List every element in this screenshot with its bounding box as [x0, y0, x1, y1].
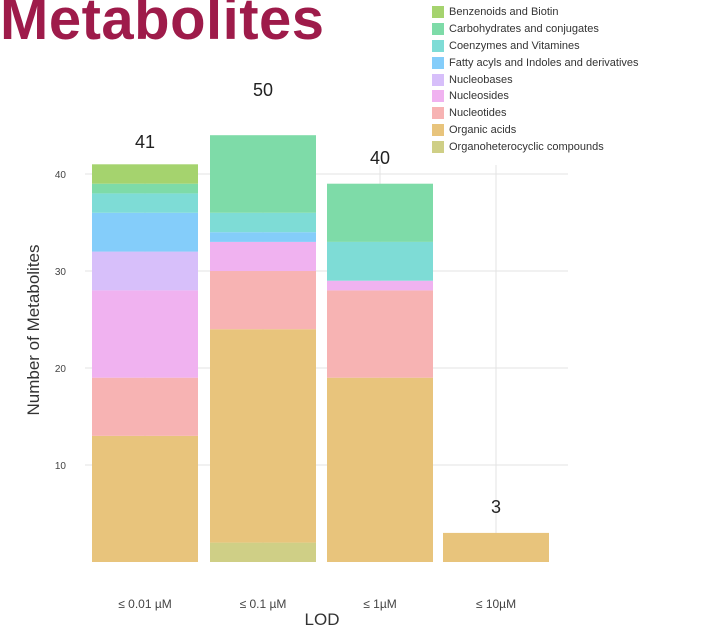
- legend-swatch: [432, 73, 444, 86]
- bar-segment: [92, 290, 198, 378]
- legend-item: Fatty acyls and Indoles and derivatives: [432, 54, 639, 71]
- x-tick-label: ≤ 0.1 µM: [240, 597, 287, 611]
- y-tick-label: 20: [55, 364, 67, 375]
- bar-segment: [443, 532, 549, 562]
- x-tick-label: ≤ 1µM: [363, 597, 397, 611]
- x-tick-label: ≤ 10µM: [476, 597, 516, 611]
- legend-label: Coenzymes and Vitamines: [449, 39, 580, 52]
- bar-total-labels: 41 50 40 3: [135, 80, 501, 517]
- bar-segment: [327, 280, 433, 291]
- legend-swatch: [432, 23, 444, 36]
- legend-item: Organoheterocyclic compounds: [432, 138, 639, 155]
- bar-segment: [210, 329, 316, 543]
- legend-swatch: [432, 123, 444, 136]
- legend-item: Coenzymes and Vitamines: [432, 38, 639, 55]
- bar-segment: [327, 290, 433, 378]
- x-axis-title: LOD: [304, 610, 340, 629]
- legend-swatch: [432, 107, 444, 120]
- legend-item: Carbohydrates and conjugates: [432, 21, 639, 38]
- bar-segment: [210, 212, 316, 233]
- legend-item: Nucleosides: [432, 88, 639, 105]
- bar-segment: [210, 271, 316, 330]
- legend-label: Fatty acyls and Indoles and derivatives: [449, 56, 639, 69]
- bar-segment: [92, 435, 198, 562]
- bar-total-label: 3: [491, 497, 501, 517]
- x-tick-label: ≤ 0.01 µM: [118, 597, 172, 611]
- page-title: Metabolites: [0, 0, 325, 52]
- axis-ticks: 10 20 30 40 ≤ 0.01 µM ≤ 0.1 µM ≤ 1µM ≤ 10µM: [55, 170, 516, 611]
- legend-item: Benzenoids and Biotin: [432, 4, 639, 21]
- bar-segment: [92, 164, 198, 184]
- bar-segment: [92, 251, 198, 291]
- legend-item: Nucleobases: [432, 71, 639, 88]
- bar-total-label: 50: [253, 80, 273, 100]
- legend-label: Organic acids: [449, 123, 517, 136]
- bars: [92, 135, 549, 562]
- bar-segment: [92, 212, 198, 252]
- legend-label: Organoheterocyclic compounds: [449, 140, 604, 153]
- legend-label: Benzenoids and Biotin: [449, 6, 559, 19]
- bar-segment: [92, 183, 198, 194]
- bar-segment: [92, 193, 198, 213]
- bar-segment: [210, 542, 316, 562]
- legend-item: Organic acids: [432, 122, 639, 139]
- bar-segment: [210, 135, 316, 213]
- legend-swatch: [432, 56, 444, 69]
- y-tick-label: 30: [55, 267, 67, 278]
- bar-segment: [210, 232, 316, 242]
- legend-label: Nucleotides: [449, 107, 507, 120]
- legend-swatch: [432, 90, 444, 103]
- legend: Benzenoids and Biotin Carbohydrates and c…: [432, 4, 639, 155]
- bar-segment: [327, 241, 433, 281]
- y-tick-label: 40: [55, 170, 67, 181]
- legend-swatch: [432, 6, 444, 19]
- legend-swatch: [432, 140, 444, 153]
- bar-total-label: 41: [135, 132, 155, 152]
- legend-item: Nucleotides: [432, 105, 639, 122]
- y-axis-title: Number of Metabolites: [24, 244, 43, 416]
- legend-label: Carbohydrates and conjugates: [449, 23, 599, 36]
- legend-label: Nucleosides: [449, 90, 509, 103]
- bar-segment: [327, 183, 433, 242]
- legend-swatch: [432, 39, 444, 52]
- bar-segment: [92, 377, 198, 436]
- bar-segment: [327, 377, 433, 562]
- y-tick-label: 10: [55, 461, 67, 472]
- legend-label: Nucleobases: [449, 73, 513, 86]
- bar-segment: [210, 241, 316, 271]
- bar-total-label: 40: [370, 148, 390, 168]
